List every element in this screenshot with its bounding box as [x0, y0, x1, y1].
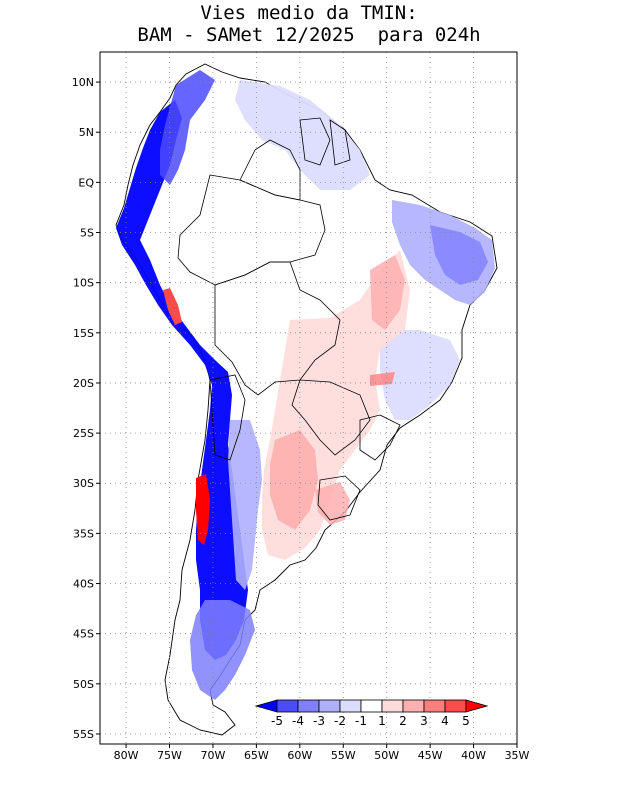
longitude-axis: 80W 75W 70W 65W 60W 55W 50W 45W 40W 35W: [114, 744, 530, 762]
colorbar-label: 1: [378, 714, 386, 728]
bias-region-positive-brazil-band: [370, 255, 405, 330]
country-borders: [177, 117, 401, 521]
lat-tick-label: 20S: [73, 377, 94, 390]
colorbar-label: -4: [292, 714, 304, 728]
colorbar-segment: [276, 699, 299, 713]
lat-tick-label: 10N: [72, 76, 94, 89]
colorbar-label: 2: [399, 714, 407, 728]
title-line-1: Vies medio da TMIN:: [200, 2, 418, 24]
bias-region-negative-patagonia: [190, 600, 255, 700]
map-frame: [99, 51, 518, 745]
bias-region-strong-positive-andes: [196, 474, 210, 545]
colorbar-segment: [444, 699, 467, 713]
bias-region-negative-southeast-brazil: [380, 330, 460, 420]
bias-region-positive-peru-spots: [163, 288, 182, 325]
colorbar-label: 5: [462, 714, 470, 728]
bias-region-positive-mato-grosso: [370, 372, 395, 386]
colorbar-label: 4: [441, 714, 449, 728]
bias-region-positive-north-argentina: [270, 430, 318, 530]
colorbar: -5 -4 -3 -2 -1 1 2 3 4 5: [254, 699, 489, 728]
bias-region-negative-argentina: [228, 420, 262, 590]
lon-tick-label: 70W: [201, 749, 226, 762]
lat-tick-label: 45S: [73, 628, 94, 641]
colorbar-segment: [339, 699, 362, 713]
lat-tick-label: 15S: [73, 327, 94, 340]
map-title: Vies medio da TMIN: BAM - SAMet 12/2025 …: [0, 2, 618, 46]
colorbar-segment: [297, 699, 320, 713]
lon-tick-label: 80W: [114, 749, 139, 762]
lat-tick-label: 55S: [73, 728, 94, 741]
lat-tick-label: 30S: [73, 477, 94, 490]
bias-region-negative-northeast-core: [430, 225, 488, 285]
colorbar-label: 3: [420, 714, 428, 728]
lat-tick-label: 25S: [73, 427, 94, 440]
lat-tick-label: 50S: [73, 678, 94, 691]
colorbar-label: -2: [334, 714, 346, 728]
lon-tick-label: 60W: [287, 749, 312, 762]
lon-tick-label: 35W: [505, 749, 530, 762]
lon-tick-label: 45W: [418, 749, 443, 762]
lon-tick-label: 40W: [461, 749, 486, 762]
colorbar-min-arrow: [254, 699, 278, 713]
bias-region-negative-guianas: [235, 80, 370, 190]
colorbar-label: -1: [355, 714, 367, 728]
colorbar-segment: [423, 699, 446, 713]
lon-tick-label: 50W: [374, 749, 399, 762]
colorbar-segment: [381, 699, 404, 713]
title-line-2: BAM - SAMet 12/2025 para 024h: [137, 24, 481, 46]
colorbar-segment: [402, 699, 425, 713]
longitude-grid: [125, 52, 517, 744]
lat-tick-label: 40S: [73, 578, 94, 591]
lon-tick-label: 65W: [244, 749, 269, 762]
colorbar-label: -3: [313, 714, 325, 728]
lat-tick-label: 10S: [73, 277, 94, 290]
lon-tick-label: 55W: [331, 749, 356, 762]
colorbar-max-arrow: [465, 699, 489, 713]
lat-tick-label: 5N: [79, 126, 94, 139]
colorbar-segment: [318, 699, 341, 713]
latitude-axis: 10N 5N EQ 5S 10S 15S 20S 25S 30S 35S 40S 45S 50S 55S: [72, 76, 100, 741]
lat-tick-label: 35S: [73, 527, 94, 540]
lat-tick-label: 5S: [80, 227, 94, 240]
lon-tick-label: 75W: [157, 749, 182, 762]
colorbar-segment: [360, 699, 383, 713]
bias-region-positive-uruguay: [315, 482, 350, 525]
colorbar-label: -5: [271, 714, 283, 728]
bias-region-strong-negative-andes: [116, 100, 248, 660]
bias-region-negative-colombia: [160, 70, 215, 185]
lat-tick-label: EQ: [78, 176, 94, 189]
